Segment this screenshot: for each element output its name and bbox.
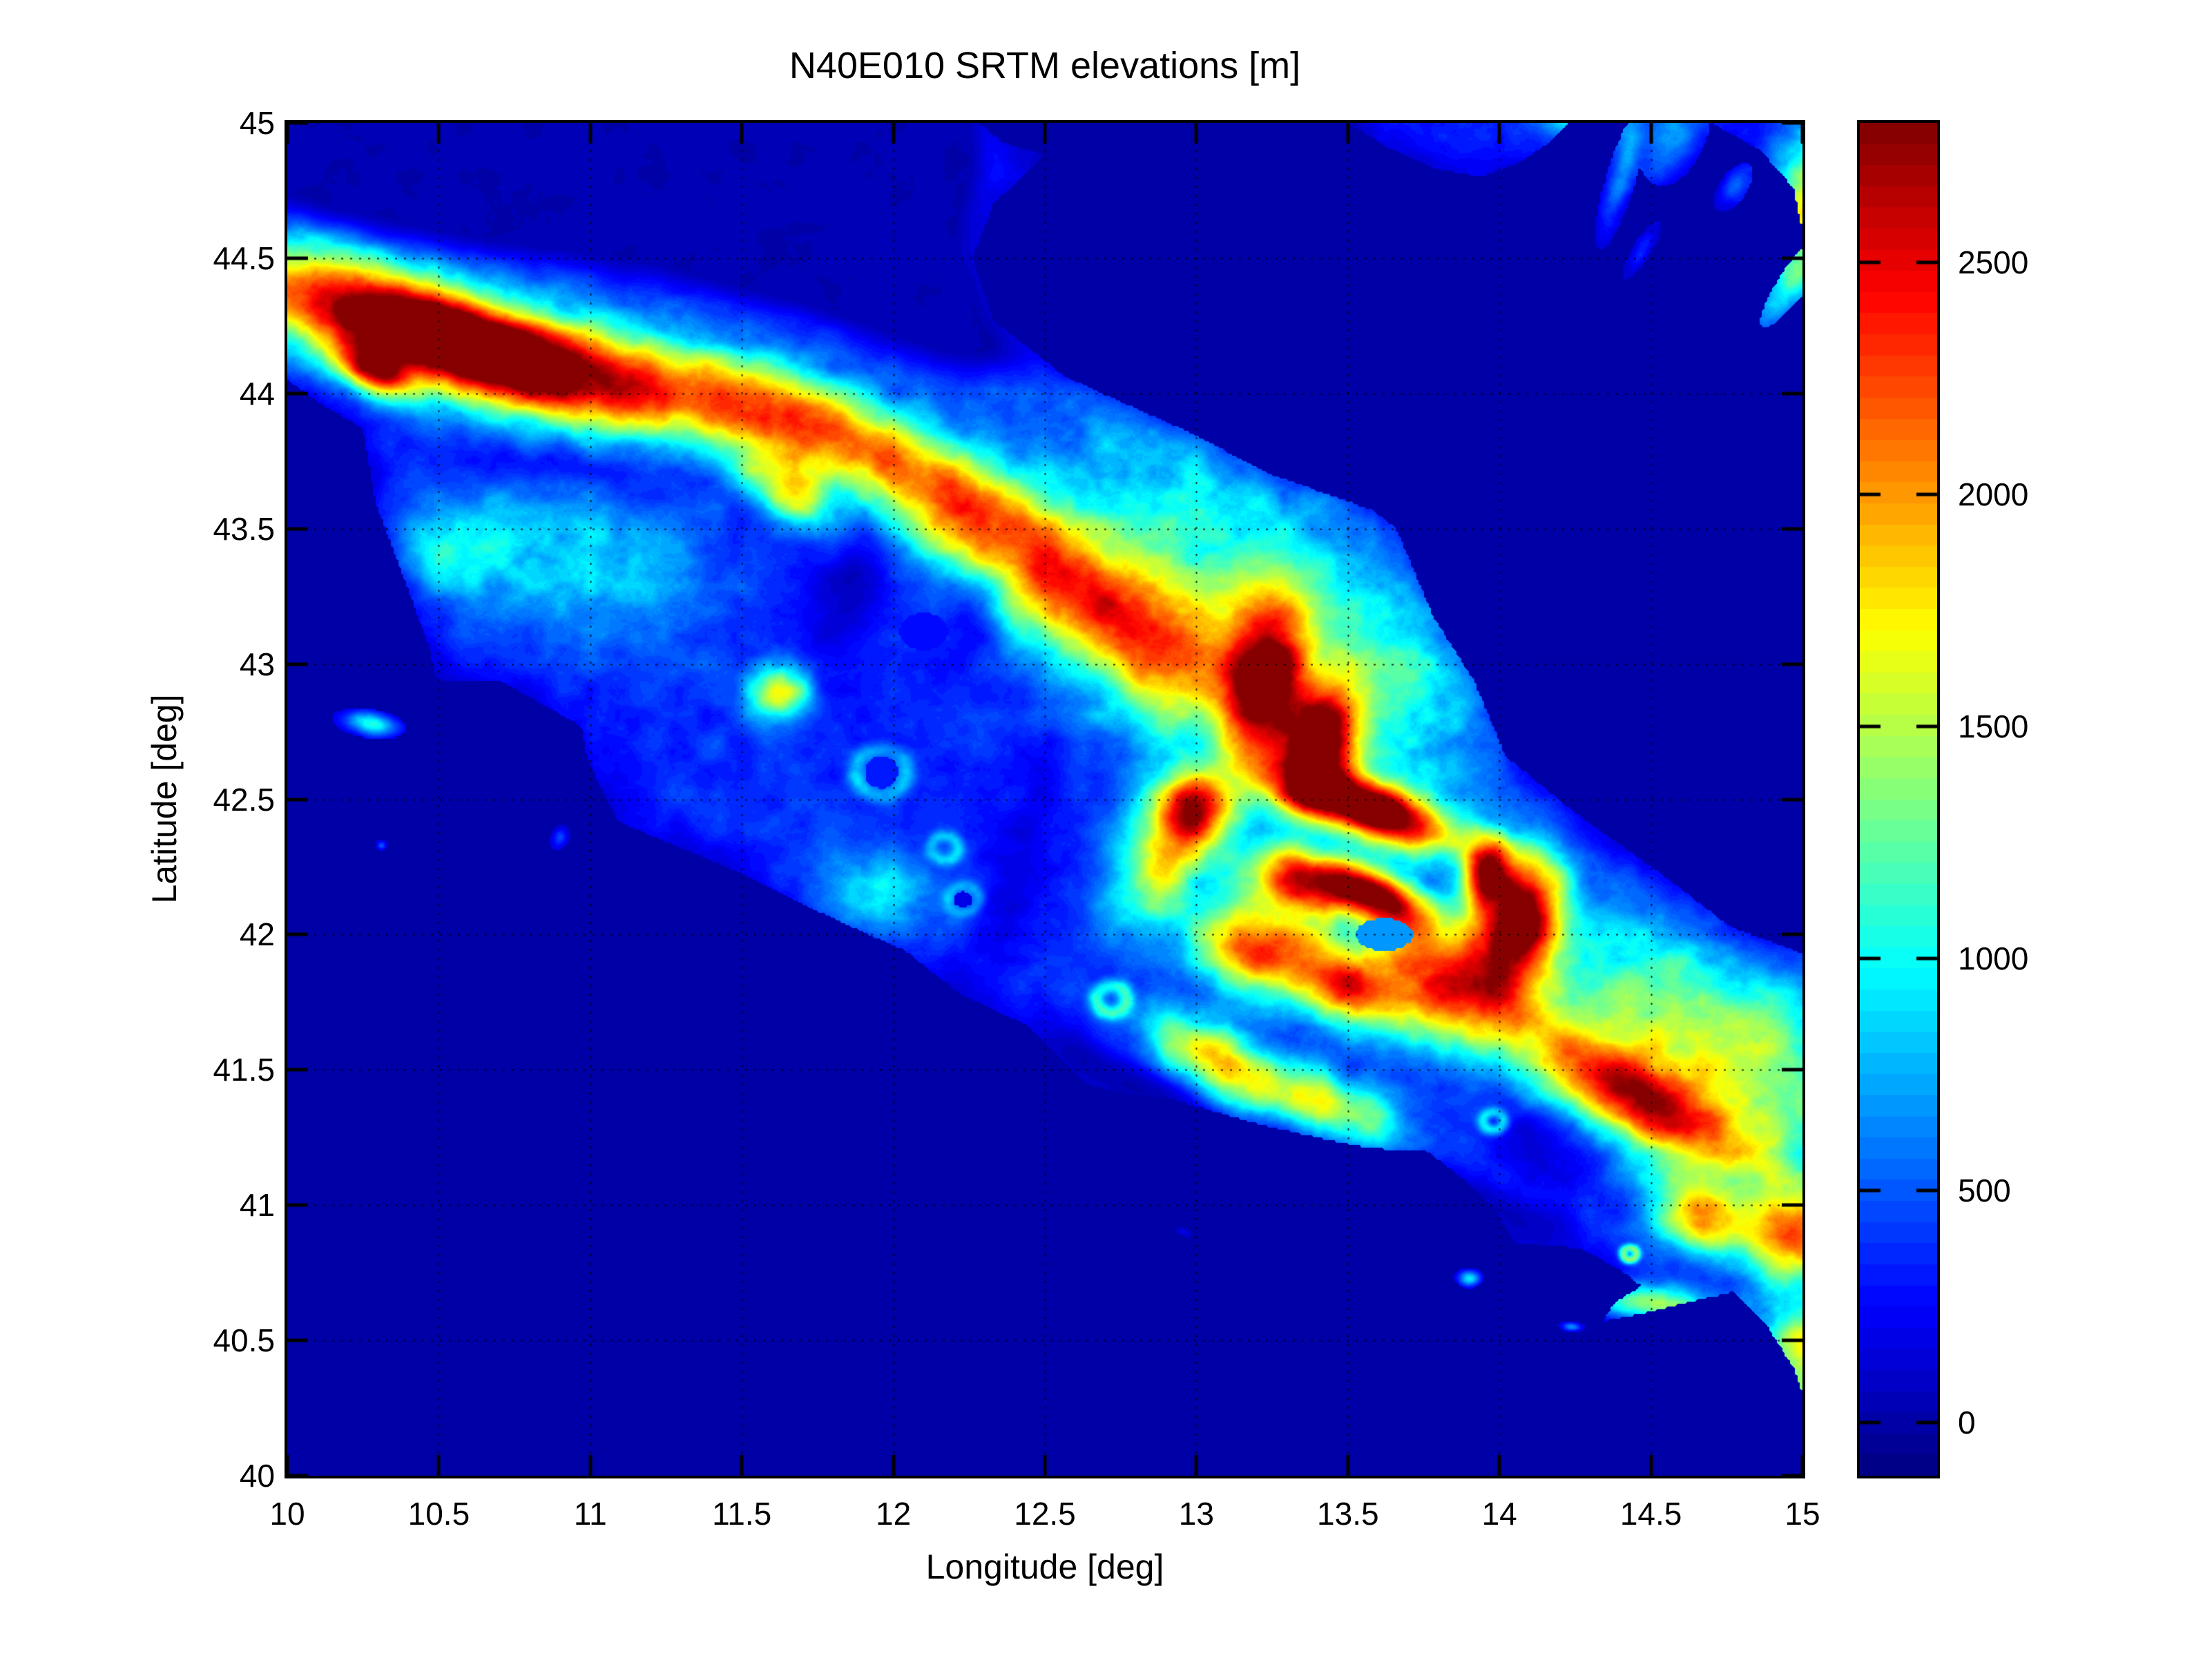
y-tick-label: 44.5	[213, 240, 275, 276]
colorbar-tick-label: 2000	[1958, 476, 2029, 512]
x-tick-label: 12.5	[1014, 1496, 1076, 1532]
x-axis-label: Longitude [deg]	[925, 1548, 1164, 1586]
x-tick-label: 10.5	[407, 1496, 470, 1532]
y-tick-label: 43.5	[213, 510, 275, 547]
x-tick-label: 10	[269, 1496, 305, 1532]
colorbar-tick-label: 1500	[1958, 708, 2029, 744]
plot-title: N40E010 SRTM elevations [m]	[789, 45, 1301, 86]
x-tick-label: 14.5	[1619, 1496, 1682, 1532]
y-tick-label: 44	[239, 375, 275, 412]
y-tick-label: 41.5	[213, 1052, 275, 1088]
y-tick-label: 42	[239, 916, 275, 953]
colorbar-tick-label: 1000	[1958, 940, 2029, 976]
colorbar	[1857, 120, 1940, 1478]
y-tick-label: 43	[239, 646, 275, 682]
elevation-heatmap	[285, 120, 1805, 1478]
x-tick-label: 15	[1785, 1496, 1820, 1532]
x-tick-label: 13.5	[1317, 1496, 1379, 1532]
x-tick-label: 11	[573, 1496, 607, 1532]
x-tick-label: 14	[1481, 1496, 1517, 1532]
colorbar-tick-label: 0	[1958, 1404, 1976, 1440]
y-tick-label: 45	[239, 105, 275, 141]
x-tick-label: 13	[1178, 1496, 1214, 1532]
y-tick-label: 40	[239, 1458, 275, 1494]
x-tick-label: 12	[876, 1496, 912, 1532]
y-axis-label: Latitude [deg]	[145, 694, 184, 904]
y-tick-label: 41	[239, 1187, 275, 1224]
y-tick-label: 40.5	[213, 1322, 275, 1359]
colorbar-tick-label: 2500	[1958, 244, 2029, 280]
colorbar-tick-label: 500	[1958, 1172, 2011, 1208]
x-tick-label: 11.5	[712, 1496, 772, 1532]
y-tick-label: 42.5	[213, 781, 275, 818]
